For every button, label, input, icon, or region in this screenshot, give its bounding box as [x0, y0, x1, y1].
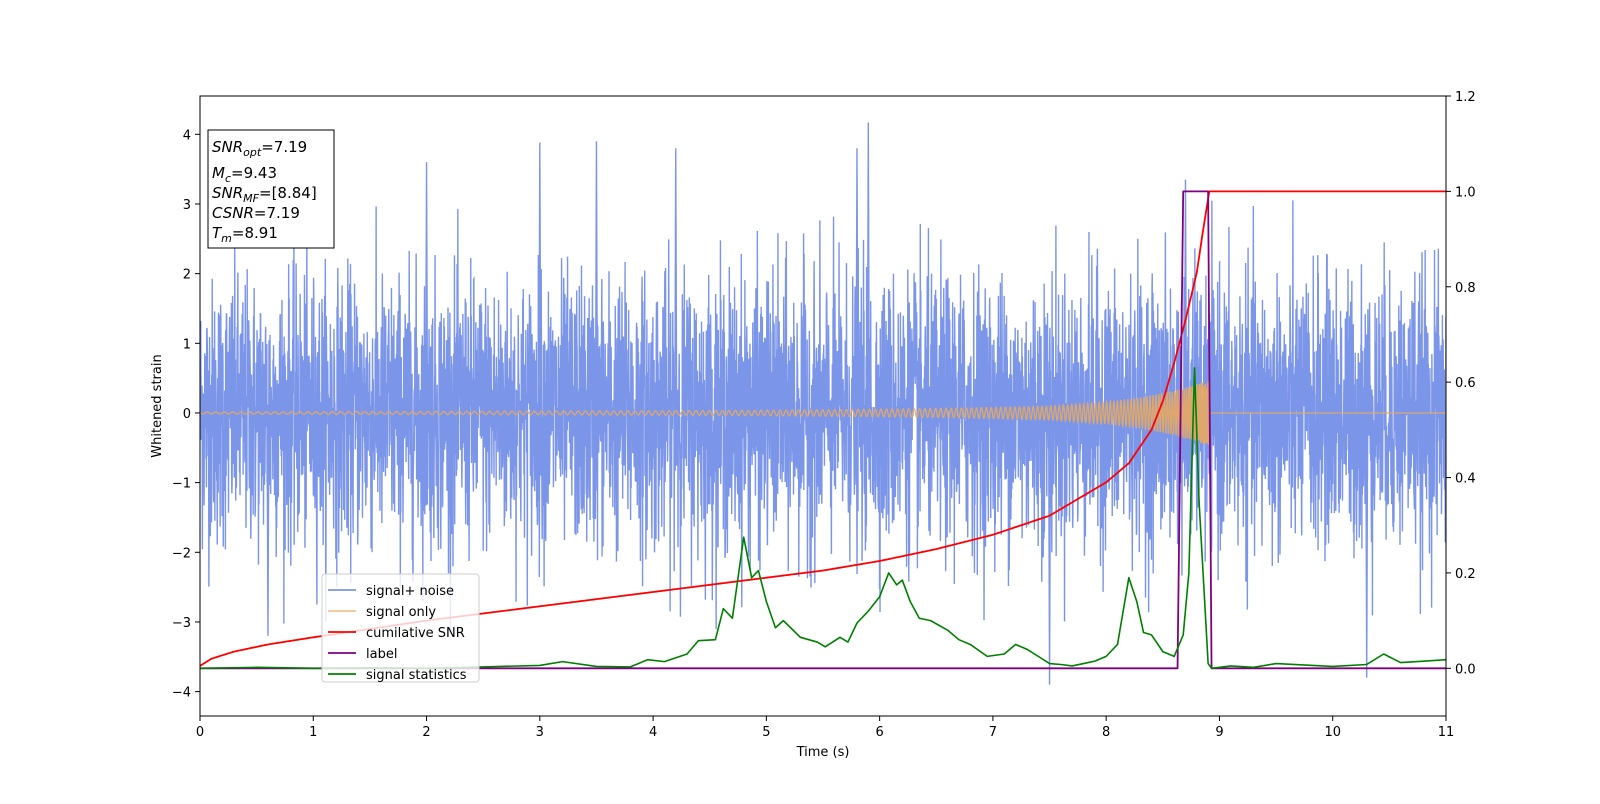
y-right-tick-label: 1.0 — [1455, 185, 1476, 200]
x-tick-label: 0 — [196, 725, 204, 740]
info-tm-value: =8.91 — [232, 224, 278, 242]
plot-frame — [199, 95, 1447, 717]
x-tick-label: 1 — [309, 725, 317, 740]
y-axis-label: Whitened strain — [150, 354, 165, 457]
info-mc: Mc=9.43 — [212, 164, 277, 185]
legend-label-signal-statistics: signal statistics — [366, 668, 467, 683]
y-right-tick-label: 0.6 — [1455, 376, 1476, 391]
y-axis-left: 4 3 2 1 0 −1 −2 −3 −4 — [172, 128, 200, 701]
info-box: SNRopt=7.19 Mc=9.43 SNRMF=[8.84] CSNR=7.… — [207, 129, 335, 249]
series-signal-noise — [200, 200, 1446, 635]
info-snr-mf-symbol: SNR — [212, 184, 243, 202]
y-right-tick-label: 0.8 — [1455, 281, 1476, 296]
info-snr-opt-value: =7.19 — [261, 138, 307, 156]
legend-frame — [321, 573, 480, 683]
legend-label-cumulative-snr: cumilative SNR — [366, 626, 465, 641]
signal-noise-peak — [1183, 179, 1188, 413]
info-snr-mf-sub: MF — [243, 192, 259, 205]
x-tick-label: 5 — [762, 725, 770, 740]
x-tick-label: 7 — [989, 725, 997, 740]
legend-label-signal-noise: signal+ noise — [366, 584, 454, 599]
y-left-tick-label: 2 — [183, 268, 191, 283]
signal-noise-peak — [538, 142, 542, 413]
info-snr-opt: SNRopt=7.19 — [212, 138, 307, 159]
info-csnr-value: =7.19 — [254, 204, 300, 222]
info-csnr: CSNR=7.19 — [212, 204, 300, 222]
y-left-tick-label: 0 — [183, 407, 191, 422]
series-signal-only — [200, 381, 1446, 445]
series-signal-statistics — [200, 367, 1446, 670]
y-left-tick-label: −1 — [172, 477, 191, 492]
signal-noise-peak — [594, 141, 599, 413]
info-box-frame — [207, 129, 335, 249]
x-tick-label: 6 — [875, 725, 883, 740]
signal-noise-peak — [674, 148, 678, 413]
x-tick-label: 11 — [1438, 725, 1455, 740]
info-mc-sub: c — [225, 172, 231, 185]
info-tm-symbol: T — [212, 224, 223, 242]
info-mc-symbol: M — [212, 164, 225, 182]
x-tick-label: 10 — [1324, 725, 1341, 740]
x-tick-label: 9 — [1215, 725, 1223, 740]
y-left-tick-label: −4 — [172, 686, 191, 701]
legend-label-signal-only: signal only — [366, 605, 436, 620]
series-label — [200, 190, 1446, 670]
info-csnr-symbol: CSNR — [212, 204, 254, 222]
signal-noise-peak — [1365, 412, 1369, 678]
x-axis: 0 1 2 3 4 5 6 7 8 9 10 11 — [196, 716, 1454, 740]
info-snr-opt-sub: opt — [243, 146, 262, 159]
y-right-tick-label: 0.2 — [1455, 567, 1476, 582]
info-mc-value: =9.43 — [231, 164, 277, 182]
info-snr-opt-symbol: SNR — [212, 138, 243, 156]
y-left-tick-label: 3 — [183, 198, 191, 213]
signal-noise-peak — [866, 122, 870, 413]
y-right-tick-label: 0.4 — [1455, 472, 1476, 487]
signal-noise-peak — [424, 162, 429, 413]
x-tick-label: 4 — [649, 725, 657, 740]
info-snr-mf: SNRMF=[8.84] — [212, 184, 317, 205]
y-left-tick-label: −2 — [172, 546, 191, 561]
signal-noise-peak — [855, 148, 859, 413]
legend: signal+ noise signal only cumilative SNR la… — [321, 573, 480, 683]
y-left-tick-label: −3 — [172, 616, 191, 631]
info-tm-sub: m — [221, 232, 232, 245]
y-left-tick-label: 1 — [183, 337, 191, 352]
y-right-tick-label: 0.0 — [1455, 662, 1476, 677]
x-tick-label: 2 — [422, 725, 430, 740]
y-right-tick-label: 1.2 — [1455, 90, 1476, 105]
legend-label-label: label — [366, 647, 397, 662]
info-snr-mf-value: =[8.84] — [259, 184, 317, 202]
y-axis-right: 1.2 1.0 0.8 0.6 0.4 0.2 0.0 — [1446, 90, 1476, 677]
x-tick-label: 8 — [1102, 725, 1110, 740]
info-tm: Tm=8.91 — [212, 224, 278, 245]
x-tick-label: 3 — [536, 725, 544, 740]
x-axis-label: Time (s) — [796, 745, 850, 760]
y-left-tick-label: 4 — [183, 128, 191, 143]
